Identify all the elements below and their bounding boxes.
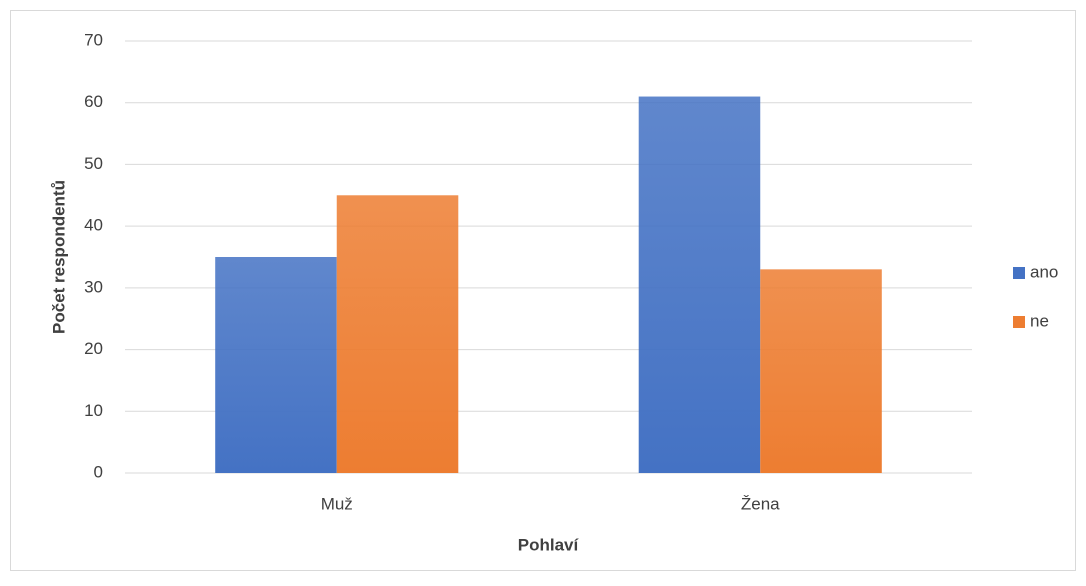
- x-axis-title: Pohlaví: [518, 535, 580, 554]
- y-tick-label: 20: [84, 339, 103, 358]
- legend-swatch: [1013, 267, 1025, 279]
- legend-label: ano: [1030, 262, 1058, 281]
- y-tick-label: 60: [84, 92, 103, 111]
- chart-border: [10, 10, 1076, 571]
- legend-swatch: [1013, 316, 1025, 328]
- y-tick-label: 70: [84, 30, 103, 49]
- y-tick-label: 10: [84, 401, 103, 420]
- bar: [638, 96, 761, 474]
- y-tick-label: 0: [94, 462, 103, 481]
- bar: [215, 257, 337, 473]
- bar: [336, 195, 459, 474]
- bar: [760, 269, 882, 473]
- y-tick-label: 50: [84, 154, 103, 173]
- y-tick-label: 30: [84, 277, 103, 296]
- x-tick-label: Žena: [741, 494, 780, 513]
- y-tick-label: 40: [84, 216, 103, 235]
- legend-label: ne: [1030, 311, 1049, 330]
- x-tick-label: Muž: [321, 494, 353, 513]
- y-axis-title: Počet respondentů: [49, 180, 68, 334]
